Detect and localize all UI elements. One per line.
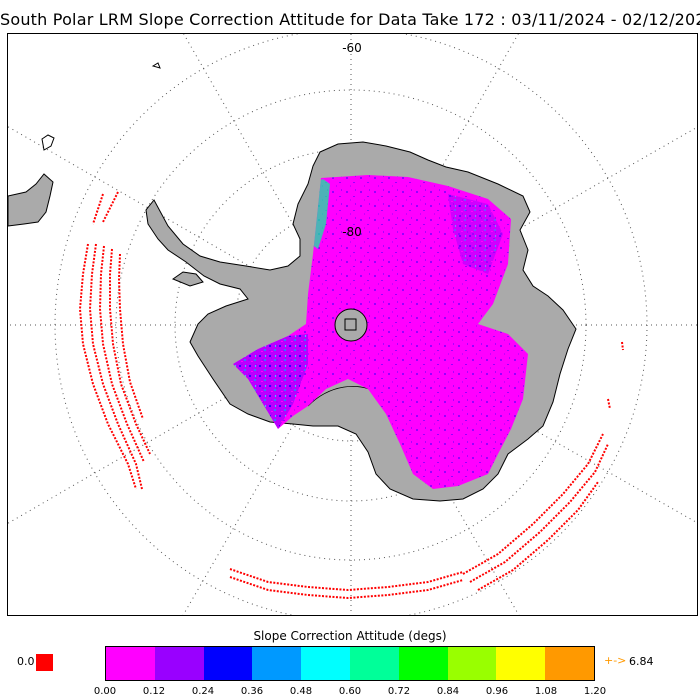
colorbar-cell-2: [203, 647, 253, 680]
colorbar-tick-label: 0.48: [289, 686, 313, 697]
colorbar-tick-label: 0.96: [485, 686, 509, 697]
colorbar-cell-5: [349, 647, 399, 680]
outlier-points: [78, 191, 624, 600]
colorbar-tick-label: 0.12: [142, 686, 166, 697]
polar-map: -60 -80: [8, 34, 697, 615]
colorbar-cell-4: [301, 647, 350, 680]
high-value-label: 6.84: [629, 655, 654, 668]
colorbar-tick-label: 1.20: [583, 686, 607, 697]
high-value-arrow: +->: [604, 654, 627, 667]
pole-marker: [344, 318, 357, 331]
colorbar-cell-9: [545, 647, 594, 680]
island: [151, 62, 161, 69]
colorbar-tick-label: 0.60: [338, 686, 362, 697]
island: [41, 134, 55, 151]
lat-label-60: -60: [342, 41, 362, 55]
colorbar-cell-8: [496, 647, 546, 680]
map-panel: -60 -80: [7, 33, 698, 616]
low-value-swatch: [36, 654, 53, 671]
pole-hole: [334, 308, 368, 342]
colorbar-cell-0: [106, 647, 155, 680]
lat-label-80: -80: [342, 225, 362, 239]
colorbar-tick-label: 0.24: [191, 686, 215, 697]
south-america-landmass: [8, 173, 54, 227]
colorbar-cell-6: [398, 647, 448, 680]
colorbar-cell-1: [154, 647, 204, 680]
colorbar-tick-label: 0.72: [387, 686, 411, 697]
low-value-label: 0.0: [17, 655, 35, 668]
colorbar-tick-label: 0.84: [436, 686, 460, 697]
colorbar-tick-label: 1.08: [534, 686, 558, 697]
ice-shelf-outline: [171, 271, 204, 287]
map-title: South Polar LRM Slope Correction Attitud…: [0, 10, 700, 29]
colorbar: [105, 646, 595, 681]
colorbar-title: Slope Correction Attitude (degs): [253, 629, 447, 643]
colorbar-tick-label: 0.00: [93, 686, 117, 697]
colorbar-tick-label: 0.36: [240, 686, 264, 697]
colorbar-cell-7: [447, 647, 497, 680]
colorbar-cell-3: [252, 647, 302, 680]
